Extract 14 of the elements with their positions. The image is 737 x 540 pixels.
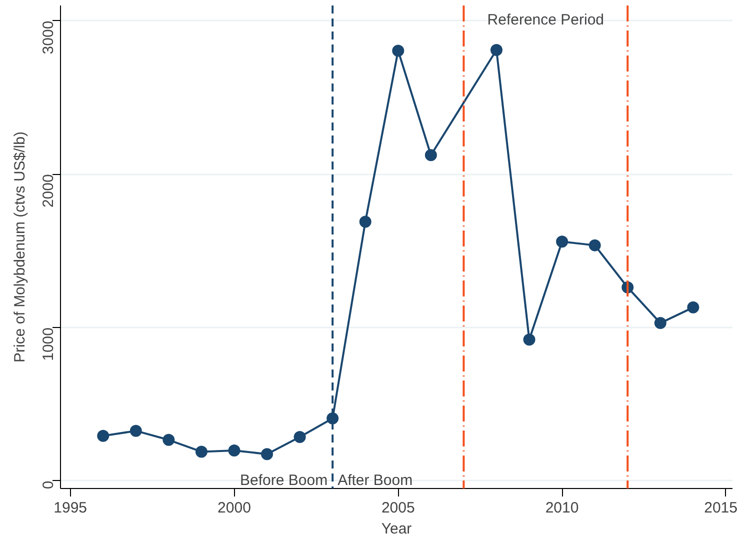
y-tick-label: 1000 <box>40 327 57 361</box>
y-axis-title: Price of Molybdenum (ctvs US$/lb) <box>12 132 28 362</box>
x-tick-label: 1995 <box>54 500 88 516</box>
x-tick-label: 2000 <box>218 500 251 516</box>
x-axis-title: Year <box>381 520 412 538</box>
x-tick-label: 2005 <box>381 500 415 516</box>
y-tick-label: 0 <box>40 480 57 490</box>
x-tick-label: 2015 <box>704 500 737 516</box>
y-tick-label: 3000 <box>40 20 57 54</box>
annotation: Reference Period <box>487 12 604 28</box>
annotation: Before Boom <box>240 472 328 489</box>
annotation: After Boom <box>338 472 413 489</box>
x-tick-label: 2010 <box>545 500 579 516</box>
y-tick-label: 2000 <box>40 174 57 208</box>
